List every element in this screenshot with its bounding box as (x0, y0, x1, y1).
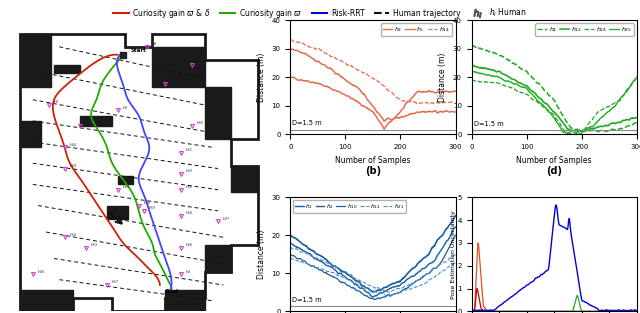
Text: $h_{13}$: $h_{13}$ (90, 242, 98, 249)
Text: D=1.5 m: D=1.5 m (292, 297, 322, 303)
Y-axis label: Pose Estimation Uncertainty: Pose Estimation Uncertainty (451, 210, 456, 299)
Text: Start: Start (131, 48, 147, 53)
Bar (205, 245, 231, 272)
Text: $h_{24}$: $h_{24}$ (68, 141, 77, 149)
Text: $h_{23}$: $h_{23}$ (185, 167, 193, 175)
Text: $h_{27}$: $h_{27}$ (222, 215, 230, 223)
Text: Goal: Goal (165, 289, 179, 294)
Text: $h_3$: $h_3$ (185, 268, 191, 276)
Polygon shape (20, 33, 258, 311)
Text: $h_{20}$: $h_{20}$ (122, 183, 130, 191)
Title: (d): (d) (546, 166, 562, 176)
Legend: $h_4$, $h_{12}$, $h_{24}$, $h_{25}$: $h_4$, $h_{12}$, $h_{24}$, $h_{25}$ (536, 23, 634, 36)
X-axis label: Number of Samples: Number of Samples (335, 156, 411, 165)
Text: $h_{17}$: $h_{17}$ (111, 279, 120, 286)
Bar (20, 121, 41, 147)
Bar (81, 115, 112, 126)
Bar (107, 206, 128, 219)
Bar (205, 86, 231, 139)
Legend: Curiosity gain $\varpi$ & $\delta$, Curiosity gain $\varpi$, Risk-RRT, Human tra: Curiosity gain $\varpi$ & $\delta$, Curi… (110, 4, 530, 23)
Text: $h_{11}$: $h_{11}$ (185, 146, 193, 154)
Text: $h_{26}$: $h_{26}$ (185, 242, 193, 249)
Bar (165, 290, 205, 311)
Text: $h_9$: $h_9$ (150, 40, 157, 48)
Text: $h_{19}$: $h_{19}$ (68, 162, 77, 170)
Text: $h_8$: $h_8$ (52, 99, 60, 106)
Text: $h_{21}$: $h_{21}$ (169, 78, 177, 85)
Text: $h_{22}$: $h_{22}$ (196, 59, 204, 67)
Title: (b): (b) (365, 166, 381, 176)
Text: $h_{10}$: $h_{10}$ (84, 120, 93, 127)
Bar (20, 290, 72, 311)
Text: $h_8$: $h_8$ (122, 104, 128, 112)
Text: $h_{20}$: $h_{20}$ (37, 268, 45, 276)
Text: $h_{16}$: $h_{16}$ (185, 210, 193, 218)
Bar (152, 47, 205, 86)
Bar (20, 33, 51, 86)
Y-axis label: Distance (m): Distance (m) (257, 230, 266, 279)
Bar (231, 166, 258, 192)
Bar (118, 177, 133, 184)
Text: $h_{18}$: $h_{18}$ (143, 199, 151, 207)
X-axis label: Number of Samples: Number of Samples (516, 156, 592, 165)
Text: D=1.5 m: D=1.5 m (292, 120, 322, 126)
Text: $h_{15}$: $h_{15}$ (196, 120, 204, 127)
Text: $h_{14}$: $h_{14}$ (68, 231, 77, 239)
Text: D=1.5 m: D=1.5 m (474, 121, 504, 127)
Bar (54, 65, 81, 73)
Text: $h_{25}$: $h_{25}$ (185, 183, 193, 191)
Y-axis label: Distance (m): Distance (m) (438, 53, 447, 102)
Y-axis label: Distance (m): Distance (m) (257, 53, 266, 102)
Legend: $h_2$, $h_5$, $h_{14}$: $h_2$, $h_5$, $h_{14}$ (381, 23, 452, 36)
Text: $h_{19}$: $h_{19}$ (148, 205, 157, 212)
Legend: $h_1$, $h_2$, $h_{10}$, $h_{12}$, $h_{21}$: $h_1$, $h_2$, $h_{10}$, $h_{12}$, $h_{21… (293, 200, 406, 213)
